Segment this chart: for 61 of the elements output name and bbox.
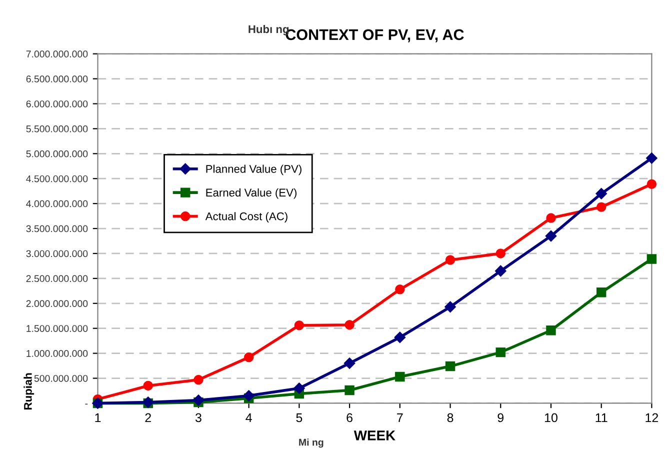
x-tick-label: 10 [544, 413, 558, 422]
x-tick-label: 11 [596, 413, 608, 422]
x-tick-label: 1 [95, 413, 101, 422]
x-tick-label: 5 [296, 413, 302, 422]
point [445, 361, 456, 372]
x-tick-label: 9 [498, 413, 504, 422]
point [596, 288, 606, 298]
x-tick-label: 7 [397, 413, 403, 422]
point [596, 188, 607, 200]
x-tick-label: 12 [646, 413, 658, 422]
point [395, 372, 405, 382]
y-tick-label: 5.500.000.000 [26, 125, 88, 132]
point [344, 358, 356, 369]
point [495, 265, 506, 277]
legend-label: Planned Value (PV) [206, 164, 302, 176]
x-tick-label: 6 [346, 413, 352, 422]
y-tick-label: - [85, 404, 88, 405]
y-tick-label: 2.000.000.000 [26, 300, 88, 308]
y-tick-label: 3.500.000.000 [26, 225, 88, 232]
x-tick-label: 8 [447, 413, 454, 422]
x-tick-label: 4 [246, 413, 252, 422]
y-tick-label: 6.000.000.000 [26, 100, 88, 108]
y-tick-label: 7.000.000.000 [26, 50, 88, 58]
point [143, 380, 153, 391]
point [244, 352, 254, 362]
point [243, 390, 254, 402]
point [394, 332, 406, 343]
y-tick-label: 500.000.000 [34, 374, 88, 382]
point [646, 254, 657, 264]
point [444, 301, 456, 312]
point [194, 374, 204, 385]
point [546, 325, 556, 336]
y-tick-label: 2.500.000.000 [26, 275, 88, 282]
y-tick-label: 5.000.000.000 [26, 150, 88, 158]
point [646, 179, 657, 189]
legend-label: Actual Cost (AC) [205, 212, 288, 222]
point [596, 202, 606, 212]
point [192, 394, 204, 406]
point [344, 385, 354, 396]
y-tick-label: 1.500.000.000 [26, 325, 88, 332]
point [545, 230, 557, 242]
point [294, 320, 304, 330]
y-tick-label: 1.000.000.000 [26, 350, 88, 357]
y-tick-label: 4.000.000.000 [26, 200, 88, 208]
point [294, 382, 305, 394]
point [646, 152, 658, 164]
x-axis-title: WEEK [354, 430, 396, 440]
point [445, 255, 456, 265]
point [546, 213, 556, 223]
y-tick-label: 3.000.000.000 [26, 250, 88, 258]
point [496, 347, 506, 358]
y-tick-label: 4.500.000.000 [26, 175, 88, 182]
point [496, 248, 506, 258]
point [395, 284, 405, 294]
point [344, 320, 354, 330]
y-tick-label: 6.500.000.000 [26, 76, 88, 82]
y-axis-title: Rupiah [24, 373, 34, 410]
x-tick-label: 3 [195, 413, 202, 422]
x-tick-label: 2 [145, 413, 151, 422]
text: Mi ng [299, 438, 324, 448]
legend-label: Earned Value (EV) [206, 188, 296, 199]
